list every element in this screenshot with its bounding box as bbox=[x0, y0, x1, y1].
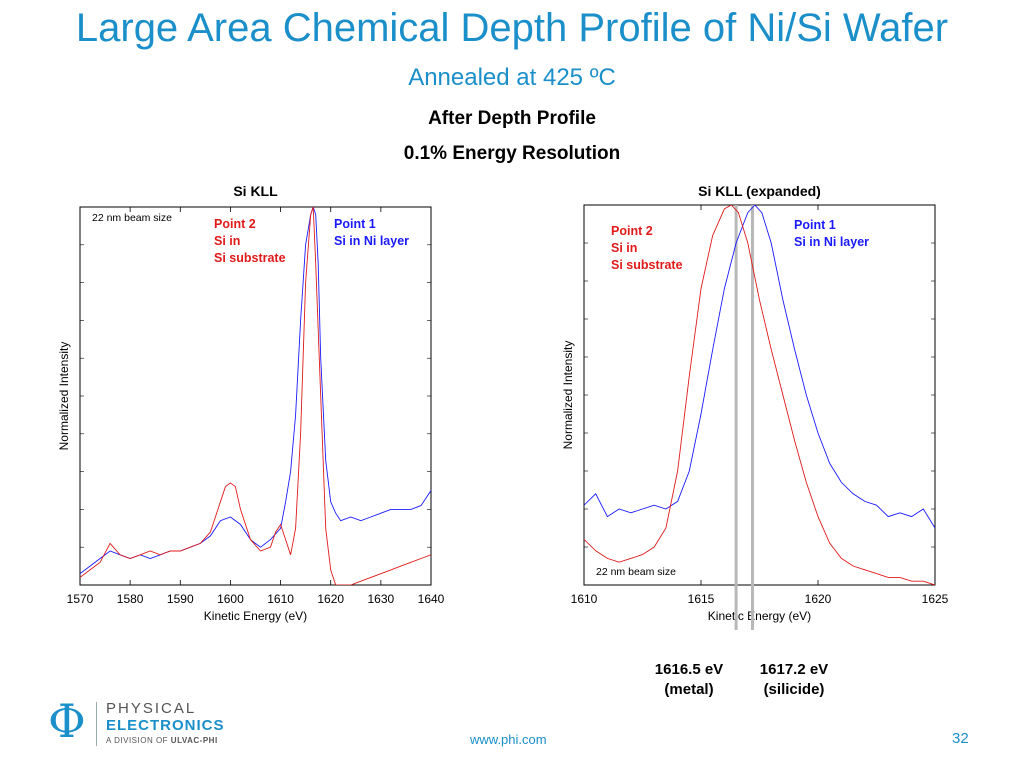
x-tick-label: 1615 bbox=[688, 592, 715, 606]
x-tick-label: 1600 bbox=[217, 592, 244, 606]
x-tick-label: 1610 bbox=[267, 592, 294, 606]
series-label: Si in bbox=[611, 241, 637, 255]
company-logo: Φ PHYSICAL ELECTRONICS A DIVISION OF ULV… bbox=[48, 694, 248, 752]
x-axis-label: Kinetic Energy (eV) bbox=[204, 609, 307, 623]
series-label: Point 2 bbox=[214, 217, 256, 231]
x-tick-label: 1625 bbox=[922, 592, 949, 606]
series-label: Si substrate bbox=[214, 251, 286, 265]
x-tick-label: 1640 bbox=[418, 592, 445, 606]
series-label: Si in Ni layer bbox=[334, 234, 409, 248]
logo-line-division: A DIVISION OF ULVAC-PHI bbox=[106, 736, 218, 745]
y-axis-label: Normalized Intensity bbox=[57, 342, 71, 451]
y-axis-label: Normalized Intensity bbox=[561, 341, 575, 450]
annotation-silicide: 1617.2 eV (silicide) bbox=[748, 660, 840, 700]
chart-si-kll-expanded: Si KLL (expanded) 1610 1615 1620 1625 Kinetic… bbox=[552, 180, 1012, 630]
logo-division-brand: ULVAC-PHI bbox=[170, 736, 218, 745]
x-tick-label: 1620 bbox=[317, 592, 344, 606]
series-label: Point 1 bbox=[334, 217, 376, 231]
series-label: Si in bbox=[214, 234, 240, 248]
series-label: Point 2 bbox=[611, 224, 653, 238]
series-label: Si in Ni layer bbox=[794, 235, 869, 249]
chart-si-kll: Si KLL 1570 1580 1590 1600 1610 1620 1630 1640 Ki… bbox=[46, 180, 506, 630]
x-tick-label: 1610 bbox=[571, 592, 598, 606]
annotation-silicide-value: 1617.2 eV bbox=[759, 661, 829, 678]
beam-size-note: 22 nm beam size bbox=[92, 212, 172, 224]
logo-division-prefix: A DIVISION OF bbox=[106, 736, 171, 745]
logo-divider bbox=[96, 702, 97, 746]
annotation-metal-value: 1616.5 eV bbox=[654, 661, 724, 678]
slide-subtitle: Annealed at 425 ºC bbox=[408, 64, 616, 91]
series-line-point1 bbox=[584, 205, 935, 529]
resolution-heading: 0.1% Energy Resolution bbox=[403, 143, 621, 164]
x-tick-label: 1590 bbox=[167, 592, 194, 606]
section-heading: After Depth Profile bbox=[428, 108, 596, 129]
x-axis-label: Kinetic Energy (eV) bbox=[708, 609, 811, 623]
series-line-point1 bbox=[80, 207, 431, 575]
logo-line-electronics: ELECTRONICS bbox=[106, 717, 225, 734]
chart-svg: Si KLL 1570 1580 1590 1600 1610 1620 1630 1640 Ki… bbox=[57, 183, 445, 623]
website-link[interactable]: www.phi.com bbox=[470, 732, 547, 747]
series-label: Si substrate bbox=[611, 258, 683, 272]
x-tick-label: 1620 bbox=[805, 592, 832, 606]
beam-size-note: 22 nm beam size bbox=[596, 566, 676, 578]
series-label: Point 1 bbox=[794, 218, 836, 232]
annotation-metal: 1616.5 eV (metal) bbox=[643, 660, 735, 700]
chart-svg: Si KLL (expanded) 1610 1615 1620 1625 Kinetic… bbox=[561, 183, 949, 630]
annotation-metal-label: (metal) bbox=[664, 681, 714, 698]
slide-title: Large Area Chemical Depth Profile of Ni/… bbox=[75, 6, 949, 50]
x-tick-label: 1570 bbox=[67, 592, 94, 606]
x-tick-label: 1630 bbox=[368, 592, 395, 606]
chart-title: Si KLL (expanded) bbox=[698, 183, 821, 199]
phi-logo-icon: Φ bbox=[48, 694, 86, 748]
series-line-point2 bbox=[80, 207, 431, 585]
series-line-point2 bbox=[584, 205, 935, 585]
annotation-silicide-label: (silicide) bbox=[763, 681, 825, 698]
logo-line-physical: PHYSICAL bbox=[106, 700, 197, 717]
x-tick-label: 1580 bbox=[117, 592, 144, 606]
page-number: 32 bbox=[952, 730, 969, 747]
chart-title: Si KLL bbox=[233, 183, 278, 199]
